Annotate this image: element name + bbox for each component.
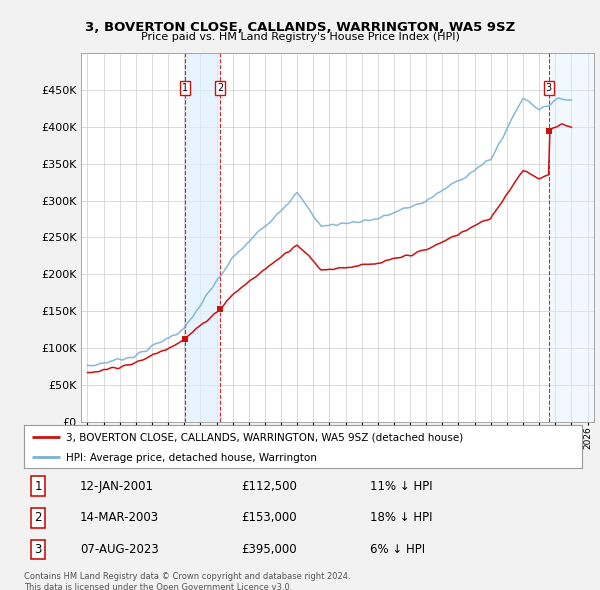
Text: 2: 2 [34, 512, 42, 525]
Text: £112,500: £112,500 [242, 480, 298, 493]
Text: Price paid vs. HM Land Registry's House Price Index (HPI): Price paid vs. HM Land Registry's House … [140, 32, 460, 42]
Text: 1: 1 [34, 480, 42, 493]
Text: 14-MAR-2003: 14-MAR-2003 [80, 512, 159, 525]
Bar [549, 53, 594, 422]
Text: 3: 3 [34, 543, 41, 556]
Text: 07-AUG-2023: 07-AUG-2023 [80, 543, 158, 556]
Text: 3, BOVERTON CLOSE, CALLANDS, WARRINGTON, WA5 9SZ: 3, BOVERTON CLOSE, CALLANDS, WARRINGTON,… [85, 21, 515, 34]
Text: 6% ↓ HPI: 6% ↓ HPI [370, 543, 425, 556]
Text: Contains HM Land Registry data © Crown copyright and database right 2024.
This d: Contains HM Land Registry data © Crown c… [24, 572, 350, 590]
Text: 1: 1 [182, 83, 188, 93]
Text: 12-JAN-2001: 12-JAN-2001 [80, 480, 154, 493]
Text: £153,000: £153,000 [242, 512, 297, 525]
Text: 3: 3 [546, 83, 552, 93]
Text: 2: 2 [217, 83, 223, 93]
Text: 18% ↓ HPI: 18% ↓ HPI [370, 512, 433, 525]
Text: 11% ↓ HPI: 11% ↓ HPI [370, 480, 433, 493]
Bar [185, 53, 220, 422]
Text: HPI: Average price, detached house, Warrington: HPI: Average price, detached house, Warr… [66, 453, 317, 463]
Text: £395,000: £395,000 [242, 543, 297, 556]
Text: 3, BOVERTON CLOSE, CALLANDS, WARRINGTON, WA5 9SZ (detached house): 3, BOVERTON CLOSE, CALLANDS, WARRINGTON,… [66, 432, 463, 442]
